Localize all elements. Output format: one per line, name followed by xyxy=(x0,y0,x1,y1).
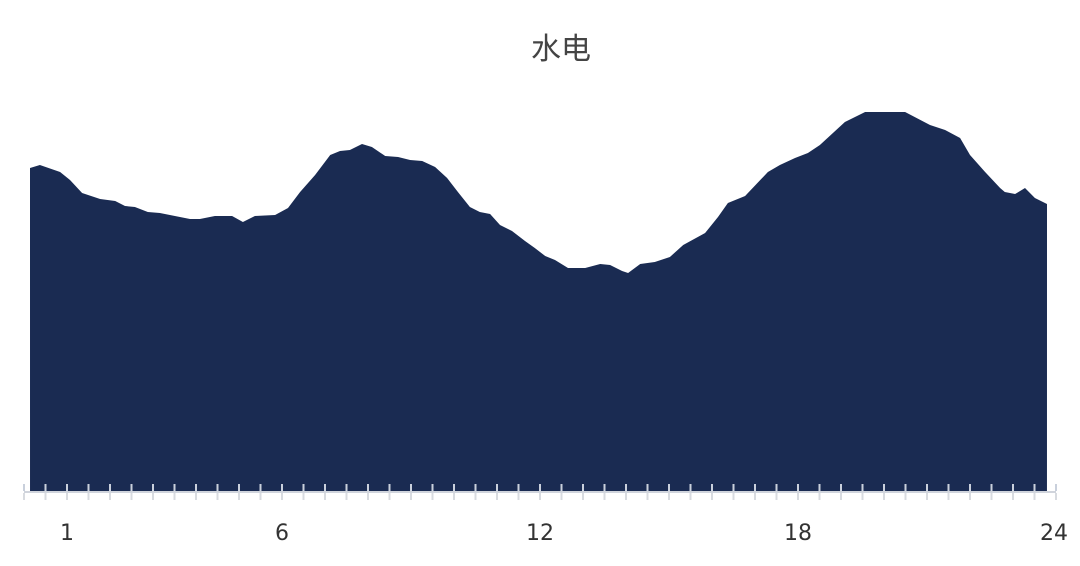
x-axis-ticks xyxy=(23,484,1057,500)
hydropower-area xyxy=(30,112,1047,492)
x-tick-label: 18 xyxy=(784,521,812,546)
x-tick-label: 12 xyxy=(526,521,554,546)
x-axis-labels: 1 6 12 18 24 xyxy=(60,521,1068,546)
x-tick-label: 24 xyxy=(1040,521,1068,546)
x-tick-label: 1 xyxy=(60,521,74,546)
x-tick-label: 6 xyxy=(275,521,289,546)
chart-title: 水电 xyxy=(531,32,591,67)
